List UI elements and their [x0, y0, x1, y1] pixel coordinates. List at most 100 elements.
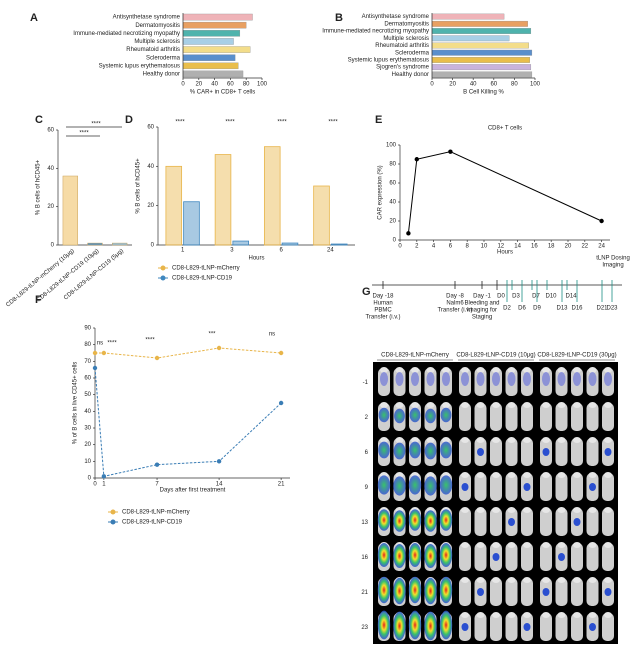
mouse: [505, 543, 518, 571]
mouse-head: [507, 612, 516, 618]
y-tick-label: 80: [84, 342, 91, 348]
mouse-head: [604, 472, 612, 478]
signal: [477, 448, 484, 456]
mouse: [586, 403, 599, 431]
x-tick-label: 22: [581, 244, 588, 250]
mouse: [505, 578, 518, 606]
x-tick-label: 6: [449, 244, 453, 250]
mouse-head: [507, 402, 516, 408]
signal: [377, 509, 391, 531]
mouse: [459, 403, 471, 431]
x-tick-label: 1: [102, 482, 106, 488]
y-tick-label: 0: [151, 243, 155, 249]
mouse: [490, 613, 502, 641]
signal: [409, 407, 421, 423]
panel-letter: B: [335, 12, 343, 24]
mouse-head: [507, 367, 516, 373]
mouse: [555, 508, 568, 536]
x-tick-label: 100: [530, 82, 541, 88]
y-tick-label: 40: [84, 409, 91, 415]
mouse-head: [604, 437, 612, 443]
signal: [426, 372, 435, 386]
mouse: [521, 578, 533, 606]
bar: [263, 146, 281, 246]
signal: [377, 610, 391, 640]
significance: ****: [79, 131, 89, 137]
x-tick-label: 16: [531, 244, 538, 250]
point: [101, 350, 107, 356]
mouse: [571, 543, 583, 571]
legend-label: CD8-L829-tLNP-CD19: [122, 520, 183, 526]
bar: [112, 242, 128, 246]
mouse: [602, 613, 614, 641]
mouse: [490, 473, 502, 501]
mouse: [505, 403, 518, 431]
x-tick-label: 14: [216, 482, 223, 488]
column-header: CD8-L829-tLNP-CD19 (10μg): [456, 353, 535, 359]
bar: [431, 13, 505, 20]
point: [154, 462, 160, 467]
signal: [440, 441, 452, 459]
signal: [508, 518, 515, 526]
day-label: D21: [596, 306, 608, 312]
row-label: 2: [365, 415, 369, 421]
x-tick-label: 60: [227, 82, 234, 88]
mouse-head: [542, 577, 550, 583]
mouse-head: [557, 367, 566, 373]
bar: [313, 185, 330, 246]
bar: [431, 57, 530, 63]
bar: [431, 71, 533, 78]
mouse-head: [476, 437, 485, 443]
mouse-head: [588, 402, 597, 408]
y-tick-label: 50: [84, 392, 91, 398]
mouse: [474, 473, 487, 501]
mouse-head: [492, 612, 500, 618]
mouse-head: [542, 542, 550, 548]
point: [216, 345, 222, 351]
bar: [182, 30, 241, 37]
signal: [461, 372, 469, 386]
legend-marker: [110, 509, 116, 515]
mouse: [459, 508, 471, 536]
y-tick-label: 80: [389, 162, 396, 168]
x-axis-label: % CAR+ in CD8+ T cells: [190, 90, 255, 96]
x-tick-label: 20: [449, 82, 456, 88]
signal: [409, 441, 421, 459]
bar: [330, 243, 348, 246]
y-tick-label: 20: [389, 219, 396, 225]
event-label: Imaging for: [467, 308, 497, 314]
y-tick-label: 40: [147, 164, 154, 170]
category-label: Antisynthetase syndrome: [113, 15, 181, 21]
bar: [431, 28, 532, 34]
mouse-head: [557, 472, 566, 478]
point: [406, 231, 411, 236]
y-tick-label: 20: [84, 442, 91, 448]
x-tick-label: 0: [93, 482, 97, 488]
y-tick-label: 70: [84, 359, 91, 365]
y-tick-label: 0: [88, 476, 92, 482]
mouse-head: [461, 612, 469, 618]
mouse-head: [507, 542, 516, 548]
signal: [589, 623, 596, 631]
significance: ****: [277, 120, 287, 126]
mouse-head: [573, 507, 581, 513]
mouse: [474, 543, 487, 571]
mouse-head: [523, 402, 531, 408]
category-label: Immune-mediated necrotizing myopathy: [322, 29, 429, 35]
signal: [492, 553, 500, 561]
mouse-head: [588, 507, 597, 513]
mouse-head: [604, 577, 612, 583]
day-label: D9: [533, 306, 541, 312]
mouse-head: [573, 542, 581, 548]
significance: ****: [328, 120, 338, 126]
mouse: [540, 403, 552, 431]
mouse: [540, 473, 552, 501]
significance: ns: [269, 332, 275, 338]
mouse-head: [461, 437, 469, 443]
x-axis-label: B Cell Killing %: [463, 90, 504, 96]
signal: [378, 441, 390, 459]
mouse-head: [380, 367, 388, 373]
bar: [281, 242, 299, 246]
x-tick-label: 21: [278, 482, 285, 488]
